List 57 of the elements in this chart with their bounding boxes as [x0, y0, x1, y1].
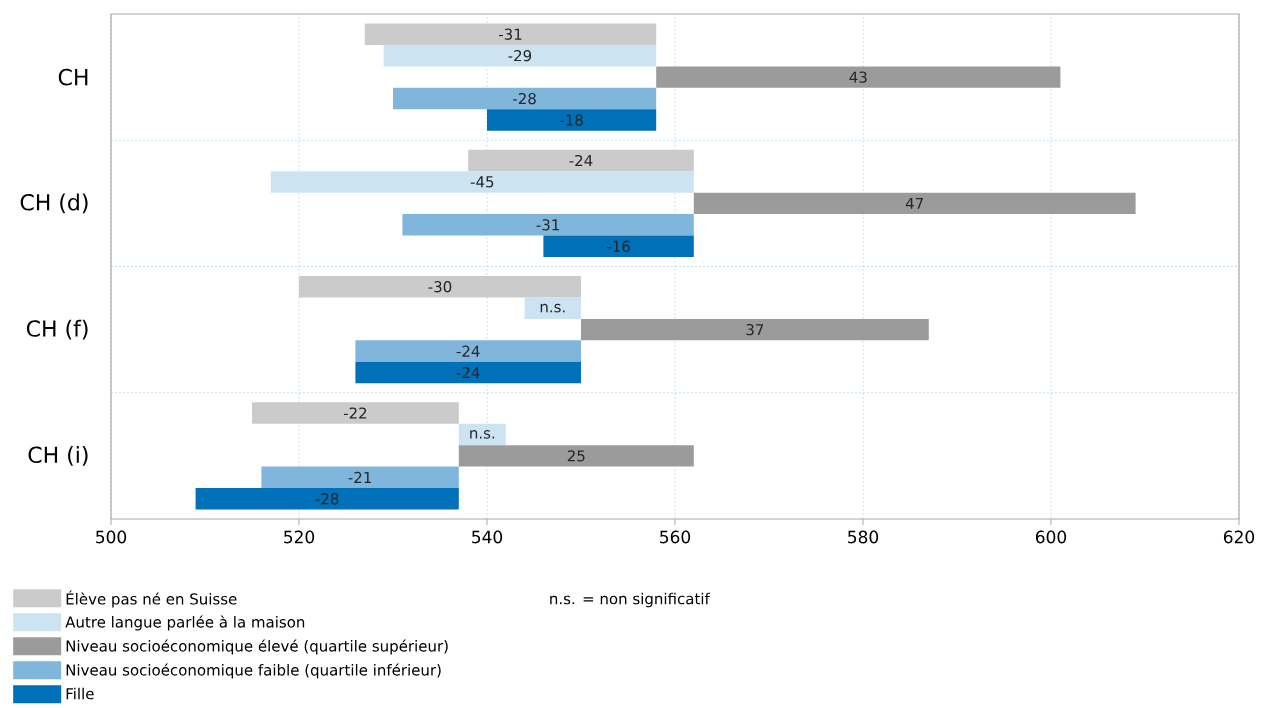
x-tick-label: 540 — [472, 530, 503, 544]
x-tick-label: 600 — [1035, 530, 1067, 544]
data-label: n.s. — [470, 430, 495, 439]
legend-label: Niveau socioéconomique élevé (quartile supérieur) — [66, 639, 448, 655]
bar — [252, 402, 459, 424]
data-label: -29 — [508, 49, 532, 62]
bar — [355, 340, 581, 362]
y-tick-label: CH — [58, 68, 88, 86]
bar — [693, 192, 1136, 215]
text: n.s. = non significatif — [550, 592, 711, 608]
bar — [355, 361, 581, 384]
legend-label: Élève pas né en Suisse — [66, 590, 237, 608]
bar — [261, 466, 459, 489]
data-label: -24 — [456, 366, 480, 379]
bar — [195, 488, 459, 510]
data-label: 47 — [905, 197, 923, 209]
data-label: -16 — [607, 240, 630, 252]
y-tick-label: CH (i) — [28, 446, 88, 466]
data-label: -30 — [428, 281, 452, 293]
x-tick-label: 520 — [284, 530, 315, 544]
legend-label: Niveau socioéconomique faible (quartile inférieur) — [66, 663, 441, 679]
x-tick-label: 500 — [96, 530, 127, 544]
bar — [543, 235, 694, 258]
bar — [383, 44, 657, 67]
bar — [487, 109, 657, 131]
y-tick-label: CH (d) — [20, 193, 88, 214]
data-label: -24 — [456, 345, 480, 357]
legend-label: Autre langue parlée à la maison — [65, 615, 305, 631]
data-label: 25 — [567, 450, 585, 462]
data-label: 37 — [746, 323, 764, 336]
bar — [299, 275, 581, 298]
x-tick-label: 560 — [660, 530, 691, 544]
bar — [402, 214, 694, 236]
bar — [458, 423, 506, 446]
bar — [364, 23, 657, 45]
bar — [581, 318, 929, 341]
bar — [270, 171, 694, 193]
data-label: 43 — [849, 71, 867, 83]
data-label: -31 — [536, 219, 559, 231]
y-tick-label: CH (f) — [26, 319, 88, 340]
data-label: -28 — [315, 493, 339, 505]
data-label: -18 — [560, 114, 583, 126]
legend-label: Fille — [66, 687, 94, 700]
bar — [393, 87, 657, 110]
bar — [656, 66, 1061, 88]
data-label: n.s. — [540, 303, 565, 313]
x-tick-label: 580 — [848, 530, 879, 544]
bar — [468, 149, 694, 172]
bar — [524, 297, 581, 319]
x-tick-label: 620 — [1223, 530, 1255, 544]
data-label: -31 — [498, 28, 522, 40]
bar — [458, 445, 694, 467]
data-label: -45 — [470, 176, 494, 188]
data-label: -28 — [513, 92, 536, 105]
data-label: -24 — [569, 154, 593, 167]
data-label: -21 — [348, 471, 371, 483]
data-label: -22 — [343, 407, 367, 419]
